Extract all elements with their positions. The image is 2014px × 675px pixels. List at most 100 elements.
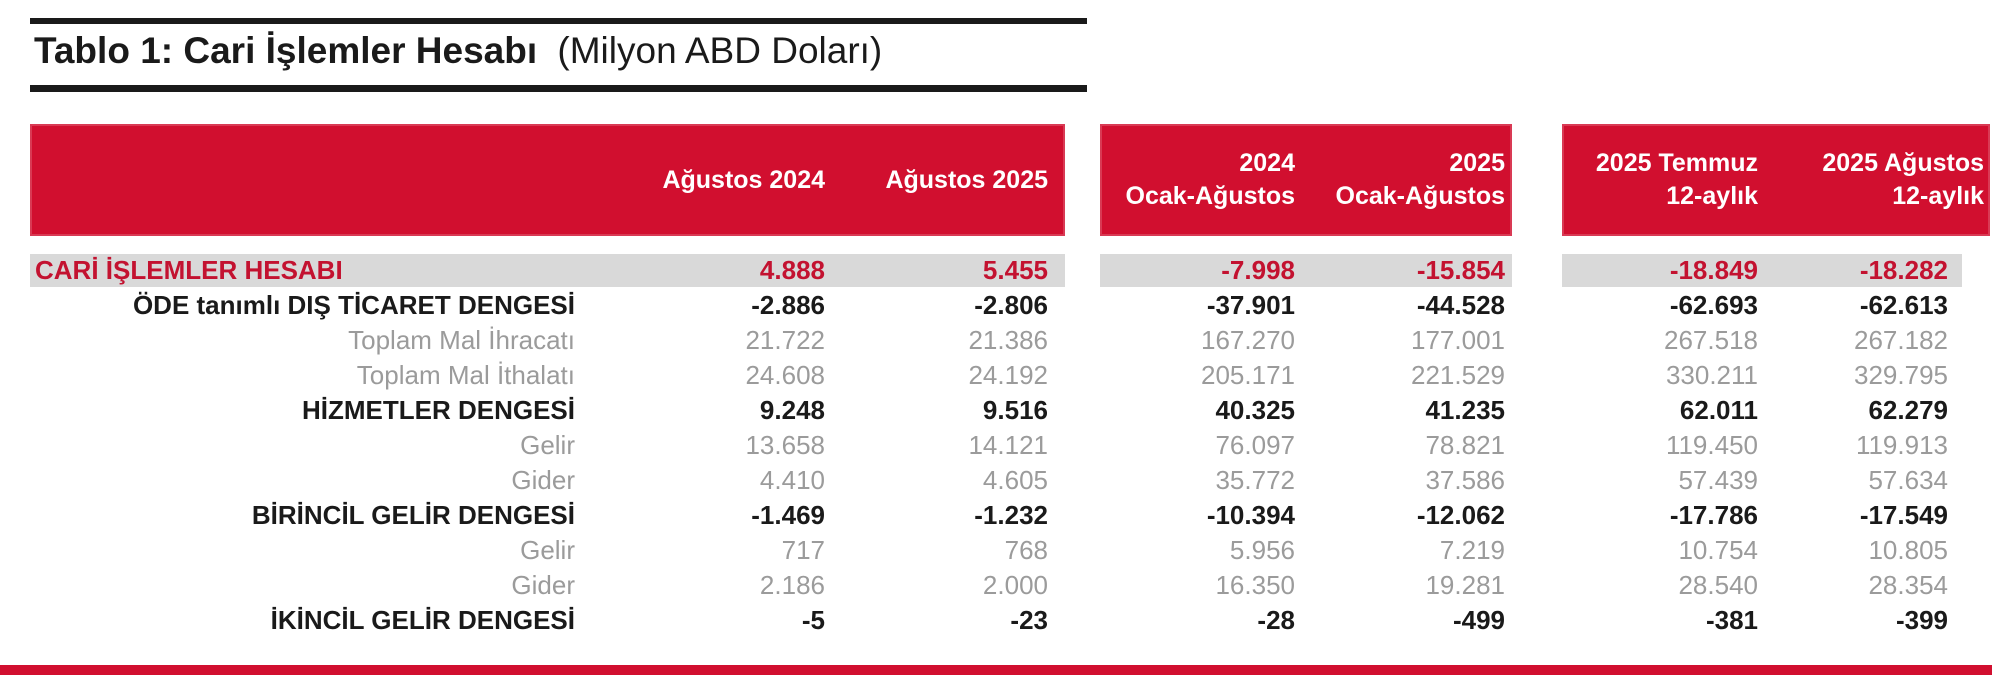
cell-value: -499 [1452, 605, 1505, 635]
column-header: 2024 Ocak-Ağustos [1126, 147, 1295, 213]
row-label: HİZMETLER DENGESİ [301, 395, 575, 425]
cell-value: 78.821 [1425, 430, 1505, 460]
cell-value: -7.998 [1221, 255, 1295, 285]
cell-value: 24.608 [745, 360, 825, 390]
page-title: Tablo 1: Cari İşlemler Hesabı (Milyon AB… [34, 30, 882, 72]
cell-value: 221.529 [1411, 360, 1505, 390]
cell-value: -18.282 [1859, 255, 1948, 285]
column-header-line: Ocak-Ağustos [1335, 182, 1505, 210]
cell-value: -28 [1257, 605, 1295, 635]
cell-value: 21.722 [745, 325, 825, 355]
row-highlight-band [30, 254, 1065, 287]
cell-value: 267.518 [1664, 325, 1758, 355]
cell-value: 267.182 [1854, 325, 1948, 355]
row-label: BİRİNCİL GELİR DENGESİ [251, 500, 575, 530]
column-header: 2025 Ağustos 12-aylık [1822, 147, 1984, 213]
cell-value: 330.211 [1665, 360, 1758, 390]
cell-value: 41.235 [1425, 395, 1505, 425]
cell-value: -2.806 [974, 290, 1048, 320]
table-title: Tablo 1: Cari İşlemler Hesabı [34, 30, 538, 71]
cell-value: 16.350 [1215, 570, 1295, 600]
cell-value: 2.186 [759, 570, 825, 600]
cell-value: -12.062 [1416, 500, 1505, 530]
table-row: Toplam Mal İthalatı 24.608 24.192 205.171 22… [0, 358, 2014, 393]
column-header: Ağustos 2025 [885, 164, 1048, 197]
column-header-line: Ağustos 2024 [662, 166, 825, 194]
cell-value: -2.886 [751, 290, 825, 320]
cell-value: 2.000 [982, 570, 1048, 600]
table-row: İKİNCİL GELİR DENGESİ -5 -23 -28 -499 -381 -39… [0, 603, 2014, 638]
table-row: Toplam Mal İhracatı 21.722 21.386 167.270 17… [0, 323, 2014, 358]
cell-value: 28.354 [1868, 570, 1948, 600]
column-header-line: 12-aylık [1666, 182, 1758, 210]
table-row: Gider 4.410 4.605 35.772 37.586 57.439 57.634 [0, 463, 2014, 498]
cell-value: 40.325 [1215, 395, 1295, 425]
cell-value: -10.394 [1206, 500, 1295, 530]
cell-value: 37.586 [1425, 465, 1505, 495]
cell-value: -23 [1010, 605, 1048, 635]
cell-value: 13.658 [745, 430, 825, 460]
cell-value: -37.901 [1206, 290, 1295, 320]
table-body: CARİ İŞLEMLER HESABI 4.888 5.455 -7.998 -15.… [0, 253, 2014, 638]
cell-value: 768 [1004, 535, 1048, 565]
cell-value: 76.097 [1215, 430, 1295, 460]
column-header: Ağustos 2024 [662, 164, 825, 197]
cell-value: -381 [1705, 605, 1758, 635]
table-row: Gelir 13.658 14.121 76.097 78.821 119.450 119.… [0, 428, 2014, 463]
header-block-monthly [30, 124, 1065, 236]
cell-value: 177.001 [1411, 325, 1505, 355]
cell-value: -17.786 [1669, 500, 1758, 530]
table-row: Gider 2.186 2.000 16.350 19.281 28.540 28.354 [0, 568, 2014, 603]
row-label: Gelir [520, 535, 575, 565]
column-header: 2025 Ocak-Ağustos [1336, 147, 1505, 213]
cell-value: -17.549 [1859, 500, 1948, 530]
cell-value: -399 [1895, 605, 1948, 635]
cell-value: 62.279 [1868, 395, 1948, 425]
cell-value: 205.171 [1201, 360, 1295, 390]
cell-value: 24.192 [968, 360, 1048, 390]
header-block-jan-aug [1100, 124, 1512, 236]
cell-value: 4.888 [759, 255, 825, 285]
cell-value: 28.540 [1678, 570, 1758, 600]
cell-value: -1.469 [751, 500, 825, 530]
table-title-unit: (Milyon ABD Doları) [557, 30, 883, 71]
cell-value: -5 [801, 605, 825, 635]
table-row: HİZMETLER DENGESİ 9.248 9.516 40.325 41.235 6… [0, 393, 2014, 428]
next-table-header-strip [0, 665, 1992, 675]
column-header-line: 2025 Temmuz [1595, 149, 1758, 177]
table-row: CARİ İŞLEMLER HESABI 4.888 5.455 -7.998 -15.… [0, 253, 2014, 288]
cell-value: -15.854 [1416, 255, 1505, 285]
column-header: 2025 Temmuz 12-aylık [1596, 147, 1758, 213]
row-label: ÖDE tanımlı DIŞ TİCARET DENGESİ [132, 290, 575, 320]
cell-value: 14.121 [968, 430, 1048, 460]
row-label: İKİNCİL GELİR DENGESİ [270, 605, 575, 635]
table-row: BİRİNCİL GELİR DENGESİ -1.469 -1.232 -10.39… [0, 498, 2014, 533]
row-label: Toplam Mal İhracatı [348, 325, 575, 355]
cell-value: -62.613 [1859, 290, 1948, 320]
row-label: Gider [511, 465, 575, 495]
table-row: ÖDE tanımlı DIŞ TİCARET DENGESİ -2.886 -2.… [0, 288, 2014, 323]
cell-value: -1.232 [974, 500, 1048, 530]
column-header-line: 2024 [1239, 149, 1295, 177]
cell-value: 9.248 [759, 395, 825, 425]
cell-value: 57.439 [1678, 465, 1758, 495]
cell-value: -18.849 [1669, 255, 1758, 285]
row-label: Gider [511, 570, 575, 600]
title-bottom-rule [30, 85, 1087, 92]
row-label: Toplam Mal İthalatı [356, 360, 575, 390]
cell-value: 119.450 [1665, 430, 1758, 460]
title-top-rule [30, 18, 1087, 24]
cell-value: 19.281 [1425, 570, 1505, 600]
column-header-line: Ağustos 2025 [885, 166, 1048, 194]
row-label: CARİ İŞLEMLER HESABI [35, 255, 343, 285]
table-row: Gelir 717 768 5.956 7.219 10.754 10.805 [0, 533, 2014, 568]
cell-value: 21.386 [968, 325, 1048, 355]
column-header-line: 2025 Ağustos [1822, 149, 1984, 177]
cell-value: 10.805 [1868, 535, 1948, 565]
cell-value: 329.795 [1854, 360, 1948, 390]
header-block-12-month [1562, 124, 1990, 236]
cell-value: 9.516 [982, 395, 1048, 425]
table-header: Ağustos 2024 Ağustos 2025 2024 Ocak-Ağustos… [0, 124, 2014, 236]
cell-value: -44.528 [1416, 290, 1505, 320]
column-header-line: Ocak-Ağustos [1125, 182, 1295, 210]
